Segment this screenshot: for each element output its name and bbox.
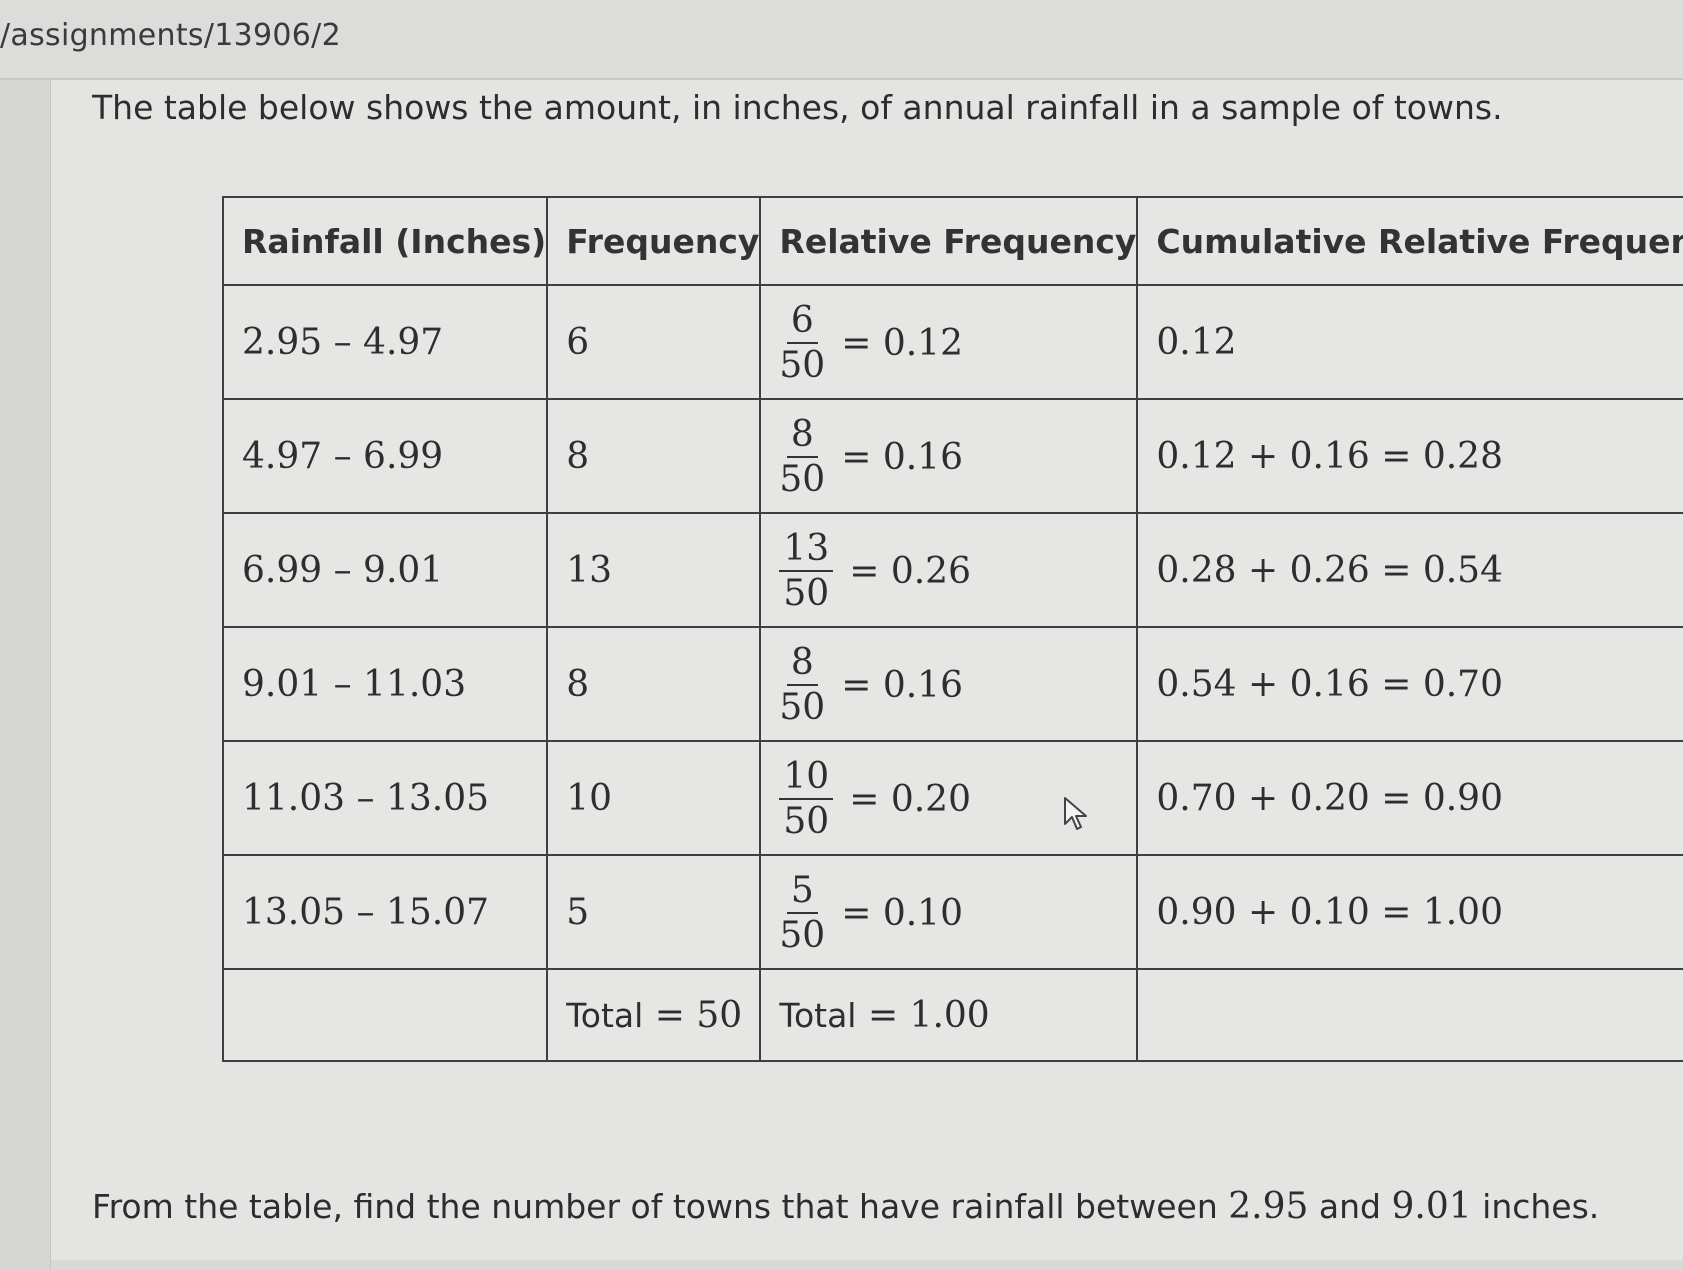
total-frequency-cell: Total = 50 (546, 968, 762, 1062)
relative-frequency-value: = 0.16 (841, 437, 963, 478)
total-relative-value: = 1.00 (867, 994, 990, 1036)
rainfall-cell: 4.97 – 6.99 (221, 398, 549, 514)
rainfall-table: Rainfall (Inches) Frequency Relative Fre… (221, 196, 1683, 1062)
header-relative-frequency: Relative Frequency (759, 196, 1139, 286)
relative-frequency-cell: 13 50 = 0.26 (759, 512, 1139, 628)
relative-frequency-cell: 8 50 = 0.16 (759, 626, 1139, 742)
table-row: 2.95 – 4.97 6 6 50 = 0.12 0.12 (221, 284, 1683, 400)
table-row: 11.03 – 13.05 10 10 50 = 0.20 0.70 + 0.20 … (221, 740, 1683, 856)
cumulative-cell: 0.28 + 0.26 = 0.54 (1136, 512, 1683, 628)
table-row: 4.97 – 6.99 8 8 50 = 0.16 0.12 + 0.16 = 0.… (221, 398, 1683, 514)
intro-text: The table below shows the amount, in inc… (92, 88, 1503, 127)
fraction-numerator: 8 (786, 417, 818, 458)
question-after: inches. (1482, 1187, 1600, 1226)
total-frequency-value: = 50 (654, 994, 743, 1036)
table-total-row: Total = 50 Total = 1.00 (221, 968, 1683, 1062)
header-frequency: Frequency (546, 196, 762, 286)
fraction-numerator: 6 (786, 303, 818, 344)
relative-frequency-value: = 0.16 (841, 665, 963, 706)
fraction: 8 50 (779, 417, 825, 498)
relative-frequency-value: = 0.12 (841, 323, 963, 364)
question-text: From the table, find the number of towns… (92, 1186, 1599, 1227)
relative-frequency-value: = 0.20 (849, 779, 971, 820)
fraction-denominator: 50 (779, 345, 826, 386)
rainfall-cell: 2.95 – 4.97 (221, 284, 549, 400)
question-high-value: 9.01 (1391, 1186, 1472, 1227)
relative-frequency-cell: 5 50 = 0.10 (759, 854, 1139, 970)
fraction-numerator: 10 (779, 759, 834, 800)
relative-frequency-value: = 0.26 (849, 551, 971, 592)
table-row: 9.01 – 11.03 8 8 50 = 0.16 0.54 + 0.16 = 0… (221, 626, 1683, 742)
url-text: /assignments/13906/2 (0, 18, 341, 53)
table-header-row: Rainfall (Inches) Frequency Relative Fre… (221, 196, 1683, 286)
rainfall-cell: 11.03 – 13.05 (221, 740, 549, 856)
total-frequency-label: Total (566, 995, 644, 1035)
frequency-cell: 6 (546, 284, 762, 400)
total-relative-label: Total (779, 995, 857, 1035)
fraction: 8 50 (779, 645, 825, 726)
cumulative-cell: 0.12 (1136, 284, 1683, 400)
header-cumulative-relative-frequency: Cumulative Relative Frequency (1136, 196, 1683, 286)
frequency-cell: 5 (546, 854, 762, 970)
question-low-value: 2.95 (1228, 1186, 1309, 1227)
empty-cell (1136, 968, 1683, 1062)
question-before: From the table, find the number of towns… (92, 1187, 1218, 1226)
header-rainfall: Rainfall (Inches) (221, 196, 549, 286)
fraction: 13 50 (779, 531, 834, 614)
frequency-cell: 8 (546, 398, 762, 514)
cumulative-cell: 0.70 + 0.20 = 0.90 (1136, 740, 1683, 856)
frequency-cell: 10 (546, 740, 762, 856)
fraction-numerator: 13 (779, 531, 834, 572)
relative-frequency-value: = 0.10 (841, 893, 963, 934)
relative-frequency-cell: 10 50 = 0.20 (759, 740, 1139, 856)
fraction-denominator: 50 (783, 801, 830, 842)
cumulative-cell: 0.12 + 0.16 = 0.28 (1136, 398, 1683, 514)
relative-frequency-cell: 6 50 = 0.12 (759, 284, 1139, 400)
fraction-denominator: 50 (779, 915, 826, 956)
fraction: 5 50 (779, 873, 825, 954)
address-bar[interactable]: /assignments/13906/2 (0, 0, 1683, 80)
fraction-denominator: 50 (779, 687, 826, 728)
table-row: 13.05 – 15.07 5 5 50 = 0.10 0.90 + 0.10 = … (221, 854, 1683, 970)
empty-cell (221, 968, 549, 1062)
fraction-denominator: 50 (779, 459, 826, 500)
relative-frequency-cell: 8 50 = 0.16 (759, 398, 1139, 514)
fraction-denominator: 50 (783, 573, 830, 614)
fraction: 10 50 (779, 759, 834, 842)
question-middle: and (1318, 1187, 1381, 1226)
cumulative-cell: 0.90 + 0.10 = 1.00 (1136, 854, 1683, 970)
cumulative-cell: 0.54 + 0.16 = 0.70 (1136, 626, 1683, 742)
rainfall-cell: 9.01 – 11.03 (221, 626, 549, 742)
mouse-pointer-icon (1064, 797, 1087, 830)
frequency-cell: 8 (546, 626, 762, 742)
left-gutter (0, 80, 51, 1270)
table-row: 6.99 – 9.01 13 13 50 = 0.26 0.28 + 0.26 = … (221, 512, 1683, 628)
fraction: 6 50 (779, 303, 825, 384)
frequency-cell: 13 (546, 512, 762, 628)
total-relative-cell: Total = 1.00 (759, 968, 1139, 1062)
fraction-numerator: 5 (786, 873, 818, 914)
rainfall-cell: 6.99 – 9.01 (221, 512, 549, 628)
fraction-numerator: 8 (786, 645, 818, 686)
rainfall-cell: 13.05 – 15.07 (221, 854, 549, 970)
